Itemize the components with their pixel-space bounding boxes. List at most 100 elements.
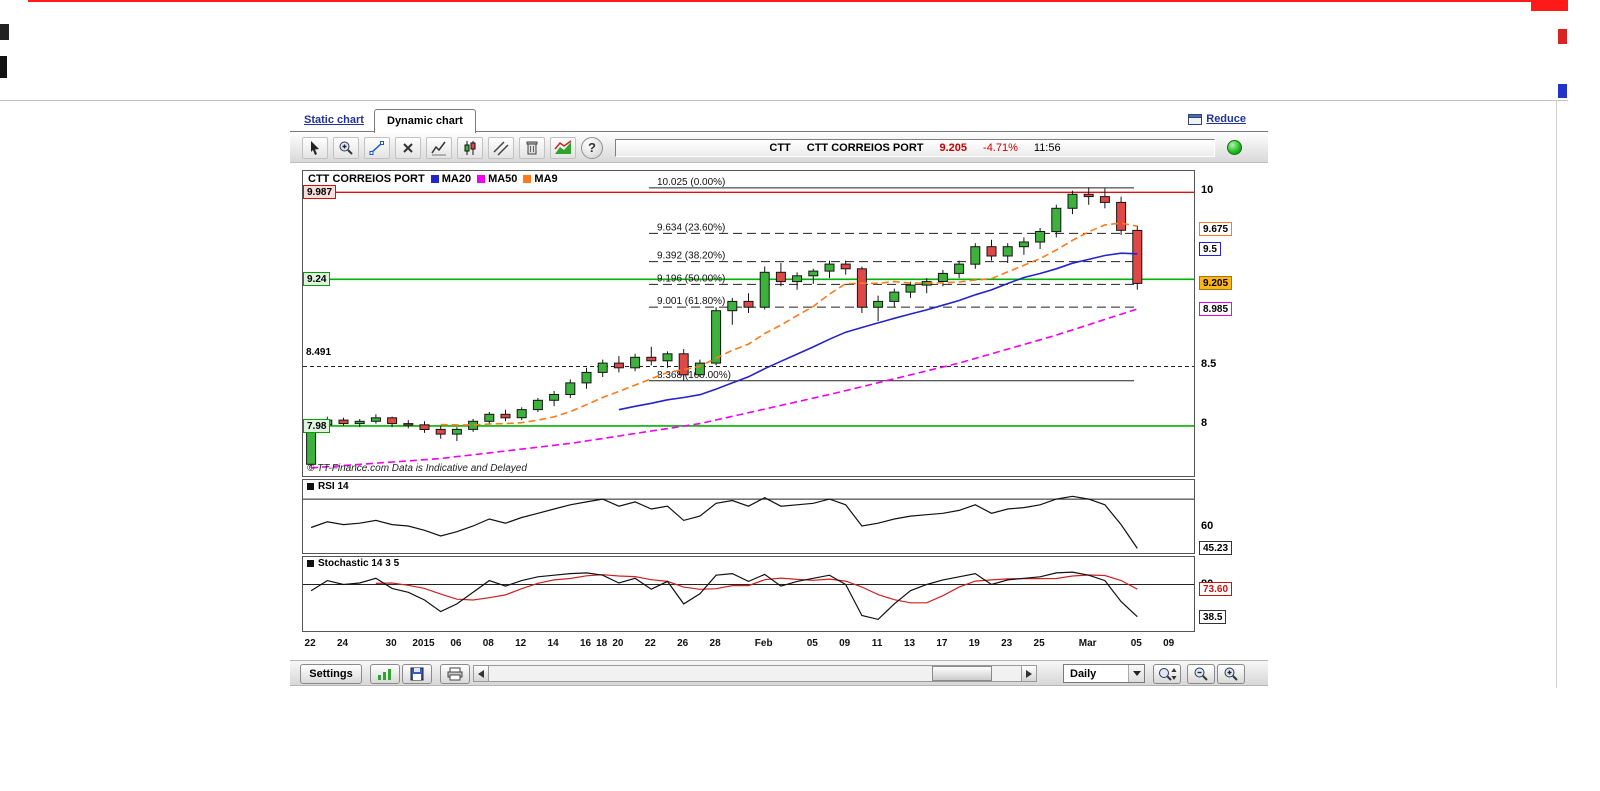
scrollbar-thumb[interactable]	[932, 666, 992, 681]
price-panel[interactable]: CTT CORREIOS PORT MA20 MA50 MA9 10.025 (…	[302, 170, 1195, 477]
x-tick-06: 06	[450, 638, 462, 649]
x-tick-05: 05	[1130, 638, 1142, 649]
magnifier-range-icon	[1159, 668, 1177, 681]
x-tick-13: 13	[903, 638, 916, 649]
chart-legend: CTT CORREIOS PORT MA20 MA50 MA9	[308, 173, 558, 185]
question-mark-icon: ?	[588, 140, 596, 155]
x-tick-09: 09	[1163, 638, 1175, 649]
svg-text:10.025 (0.00%): 10.025 (0.00%)	[657, 177, 725, 188]
tab-dynamic-chart[interactable]: Dynamic chart	[374, 109, 476, 133]
svg-text:9.196 (50.00%): 9.196 (50.00%)	[657, 273, 725, 284]
bar-chart-icon	[378, 669, 391, 680]
bottom-toolbar: Settings Daily	[290, 660, 1268, 686]
help-button[interactable]: ?	[581, 136, 603, 159]
content-divider-line	[0, 100, 1568, 101]
axis-label-9.5: 9.5	[1199, 242, 1221, 256]
svg-text:9.001 (61.80%): 9.001 (61.80%)	[657, 296, 725, 307]
x-tick-22: 22	[304, 638, 316, 649]
ma9-swatch	[523, 175, 532, 183]
period-select[interactable]: Daily	[1063, 664, 1145, 683]
save-button[interactable]	[402, 664, 432, 684]
legend-ma9: MA9	[523, 173, 558, 185]
trendline-tool-button[interactable]	[364, 136, 390, 159]
x-tick-2015: 2015	[412, 638, 435, 649]
delete-drawing-button[interactable]	[395, 136, 421, 159]
axis-label-60: 60	[1201, 520, 1214, 532]
zoom-in-button[interactable]	[1217, 664, 1245, 684]
price-level-label-7.98: 7.98	[303, 419, 331, 433]
browser-artifact-left-2	[0, 56, 7, 78]
channel-tool-button[interactable]	[488, 136, 514, 159]
x-tick-14: 14	[547, 638, 559, 649]
x-tick-05: 05	[806, 638, 818, 649]
x-tick-11: 11	[871, 638, 883, 649]
axis-label-10: 10	[1201, 184, 1214, 196]
time-scrollbar[interactable]	[473, 665, 1037, 682]
parallel-lines-icon	[493, 140, 509, 156]
drawing-tools: ?	[302, 136, 603, 159]
right-edge-blue-mark	[1558, 84, 1567, 98]
svg-text:9.634 (23.60%): 9.634 (23.60%)	[657, 222, 725, 233]
stochastic-chart-svg	[303, 571, 1194, 621]
zoom-range-button[interactable]	[1153, 664, 1181, 684]
zoom-out-button[interactable]	[1187, 664, 1215, 684]
floppy-disk-icon	[410, 667, 424, 681]
x-tick-17: 17	[936, 638, 948, 649]
tab-static-chart[interactable]: Static chart	[304, 114, 364, 126]
chart-style-button[interactable]	[550, 136, 576, 159]
dropdown-arrow-icon	[1128, 665, 1144, 682]
scroll-right-button[interactable]	[1021, 666, 1036, 681]
candle-tool-button[interactable]	[457, 136, 483, 159]
tab-bar: Static chart Dynamic chart Reduce	[290, 108, 1268, 133]
data-disclaimer: © TT-Finance.com Data is Indicative and …	[307, 463, 527, 474]
reduce-button[interactable]: Reduce	[1188, 113, 1246, 125]
export-chart-button[interactable]	[370, 664, 400, 684]
rsi-header: RSI 14	[307, 481, 349, 492]
x-tick-09: 09	[839, 638, 851, 649]
legend-symbol: CTT CORREIOS PORT	[308, 173, 425, 185]
x-tick-20: 20	[612, 638, 624, 649]
zoom-tool-button[interactable]	[333, 136, 359, 159]
x-tick-19: 19	[968, 638, 980, 649]
indicator-tool-button[interactable]	[426, 136, 452, 159]
magnifier-plus-icon	[1224, 667, 1238, 681]
quote-time: 11:56	[1033, 141, 1061, 154]
axis-label-8: 8	[1201, 417, 1208, 429]
magnifier-minus-icon	[1194, 667, 1208, 681]
price-chart-svg: 10.025 (0.00%) 9.634 (23.60%) 9.392 (38.20…	[303, 177, 1194, 469]
stochastic-header: Stochastic 14 3 5	[307, 558, 399, 569]
ma50-swatch	[477, 175, 486, 183]
x-tick-25: 25	[1033, 638, 1045, 649]
x-icon	[403, 142, 413, 153]
browser-artifact-left-1	[0, 24, 9, 40]
x-axis: 22 24 30 2015 06 08 12 14 16 18 20 22 26 28 Feb 05 09 11 1…	[302, 636, 1195, 651]
legend-ma20: MA20	[430, 173, 471, 185]
stochastic-panel[interactable]: Stochastic 14 3 5	[302, 556, 1195, 632]
cursor-icon	[311, 140, 319, 155]
period-value: Daily	[1070, 667, 1097, 680]
chart-toolbar: ? CTT CTT CORREIOS PORT 9.205 -4.71% 11:…	[290, 133, 1268, 163]
price-level-label-8.491: 8.491	[306, 347, 332, 358]
x-tick-Feb: Feb	[754, 638, 773, 649]
chart-widget: Static chart Dynamic chart Reduce ? CTT …	[290, 108, 1268, 688]
rsi-series-swatch	[307, 483, 314, 490]
quote-symbol: CTT	[769, 141, 791, 154]
browser-artifact-top-right	[1531, 0, 1568, 11]
magnifier-plus-icon	[339, 141, 353, 155]
rsi-panel[interactable]: RSI 14	[302, 479, 1195, 554]
x-tick-Mar: Mar	[1078, 638, 1097, 649]
cursor-tool-button[interactable]	[302, 136, 328, 159]
settings-button[interactable]: Settings	[300, 664, 362, 684]
print-button[interactable]	[440, 664, 470, 684]
x-tick-26: 26	[677, 638, 689, 649]
svg-text:8.368 (100.00%): 8.368 (100.00%)	[657, 370, 731, 381]
quote-change: -4.71%	[983, 141, 1018, 154]
scroll-left-button[interactable]	[474, 666, 489, 681]
x-tick-28: 28	[709, 638, 721, 649]
scrollbar-track[interactable]	[489, 666, 1021, 681]
axis-label-45.23: 45.23	[1199, 541, 1233, 555]
price-level-label-9.24: 9.24	[303, 272, 331, 286]
area-chart-icon	[554, 140, 572, 154]
rsi-chart-svg	[303, 495, 1194, 549]
eraser-tool-button[interactable]	[519, 136, 545, 159]
